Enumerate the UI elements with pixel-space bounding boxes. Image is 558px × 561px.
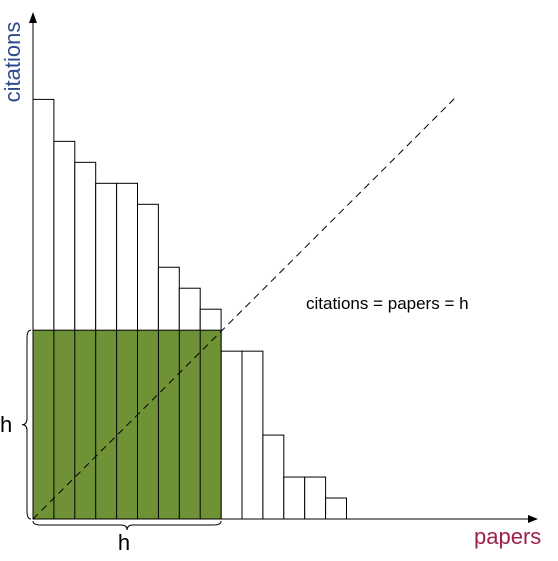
bar-12 xyxy=(262,434,285,520)
h-label-vertical: h xyxy=(0,412,12,437)
diagonal-line xyxy=(32,97,456,520)
bar-15 xyxy=(325,497,348,520)
equality-annotation: citations = papers = h xyxy=(306,294,469,313)
x-axis-label: papers xyxy=(474,524,541,549)
x-axis-arrow xyxy=(528,515,538,523)
bar-10 xyxy=(220,350,243,520)
bar-11 xyxy=(241,350,264,520)
bar-14 xyxy=(304,476,327,520)
bars-group xyxy=(32,98,348,520)
highlight-dividers xyxy=(53,330,201,519)
y-axis-label: citations xyxy=(0,22,25,103)
h-label-horizontal: h xyxy=(118,530,130,555)
bar-13 xyxy=(283,476,306,520)
horizontal-brace xyxy=(32,520,222,531)
y-axis-arrow xyxy=(29,12,37,23)
vertical-brace xyxy=(21,329,32,520)
